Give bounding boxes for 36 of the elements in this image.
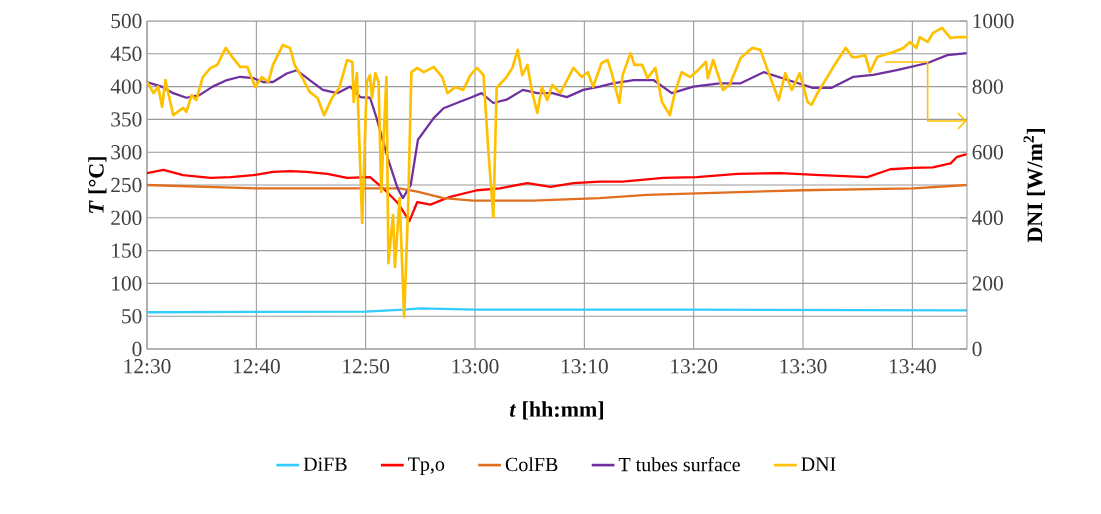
line-series bbox=[147, 52, 967, 200]
y-tick-label: 0 bbox=[132, 341, 142, 357]
y2-axis-title: DNI [W/m$^{2}$] bbox=[1023, 128, 1046, 243]
y-tick-label: 200 bbox=[111, 210, 142, 225]
y-axis-title: T [°C] bbox=[88, 157, 107, 213]
y-tick-label: 250 bbox=[111, 177, 142, 193]
legend-label: DiFB bbox=[303, 457, 347, 471]
y2-tick-label: 800 bbox=[972, 79, 1003, 94]
x-tick-label: 13:10 bbox=[561, 359, 608, 374]
y-tick-label: 50 bbox=[122, 309, 142, 324]
y-tick-label: 350 bbox=[111, 112, 142, 127]
line-series bbox=[147, 153, 967, 223]
line-series bbox=[147, 26, 967, 319]
legend-label: DNI bbox=[801, 457, 836, 471]
y-tick-label: 300 bbox=[111, 145, 142, 160]
x-tick-label: 13:00 bbox=[452, 359, 499, 374]
y-tick-label: 150 bbox=[112, 243, 142, 258]
y2-tick-label: 600 bbox=[972, 145, 1003, 160]
y2-tick-label: 400 bbox=[972, 210, 1003, 225]
y-tick-label: 100 bbox=[112, 276, 142, 291]
y-tick-label: 400 bbox=[110, 79, 142, 94]
x-tick-label: 12:30 bbox=[124, 359, 171, 374]
legend-label: Tp,o bbox=[408, 457, 445, 475]
y2-tick-label: 200 bbox=[972, 276, 1003, 291]
y2-tick-label: 0 bbox=[972, 341, 982, 357]
y-tick-label: 500 bbox=[111, 13, 142, 29]
y2-tick-label: 1000 bbox=[973, 13, 1014, 29]
legend-label: T tubes surface bbox=[618, 457, 740, 472]
y-tick-label: 450 bbox=[110, 46, 142, 61]
x-tick-label: 12:50 bbox=[343, 359, 390, 374]
x-tick-label: 12:40 bbox=[233, 359, 280, 374]
x-tick-label: 13:30 bbox=[780, 359, 827, 374]
legend-label: ColFB bbox=[505, 457, 558, 472]
x-tick-label: 13:20 bbox=[671, 359, 718, 374]
x-tick-label: 13:40 bbox=[889, 359, 936, 374]
x-axis-title: t [hh:mm] bbox=[510, 401, 603, 420]
